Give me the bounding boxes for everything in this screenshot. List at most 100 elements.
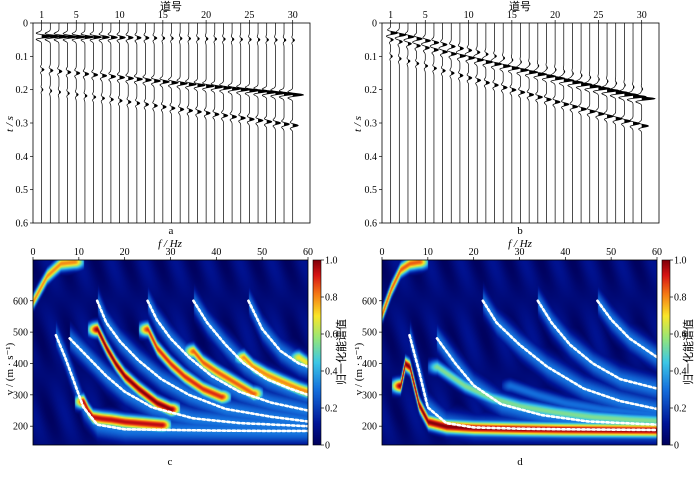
- panel-b-trace-10: [464, 23, 476, 223]
- panel-b-trace-fill-1: [390, 31, 398, 58]
- panel-a-trace-12: [133, 23, 143, 223]
- panel-d-caption: d: [517, 456, 523, 468]
- panel-a-trace-8: [98, 23, 110, 223]
- panel-b-ytick-label-0.1: 0.1: [365, 52, 378, 63]
- panel-b-trace-22: [567, 23, 584, 223]
- panel-a-trace-5: [71, 23, 87, 223]
- panel-a-trace-7: [89, 23, 103, 223]
- panel-c-ytick-label-400: 400: [13, 359, 28, 370]
- panel-a-trace-24: [236, 23, 251, 223]
- panel-a-trace-fill-7: [93, 35, 102, 99]
- panel-a-trace-10: [116, 23, 126, 223]
- panel-a-trace-22: [219, 23, 233, 223]
- panel-a-trace-fill-2: [50, 35, 63, 93]
- panel-c-xlabel: f / Hz: [158, 238, 183, 250]
- panel-c-xtick-label-10: 10: [74, 247, 84, 258]
- panel-a-ylabel: t / s: [4, 116, 16, 132]
- panel-a-caption: a: [169, 225, 174, 237]
- panel-b-trace-25: [592, 23, 611, 223]
- panel-b-ytick-label-0.4: 0.4: [365, 152, 378, 163]
- panel-a-trace-fill-26: [258, 38, 268, 123]
- panel-a-ytick-label-0.1: 0.1: [16, 52, 29, 63]
- panel-b-trace-fill-10: [468, 49, 475, 80]
- panel-c-ytick-label-600: 600: [13, 296, 28, 307]
- panel-b-xtick-label-15: 15: [507, 10, 517, 21]
- panel-d-xtick-label-20: 20: [469, 247, 479, 258]
- panel-c-colorbar-wrap: [313, 260, 321, 445]
- panel-c-cbar-tick-label-0.4: 0.4: [325, 367, 338, 378]
- panel-a-trace-fill-12: [136, 36, 143, 105]
- panel-b-trace-fill-13: [494, 55, 502, 87]
- panel-b-xtick-label-1: 1: [388, 10, 393, 21]
- panel-a-xtick-label-20: 20: [201, 10, 211, 21]
- panel-d-cbar-tick-label-0.6: 0.6: [674, 330, 687, 341]
- panel-b-trace-fill-9: [459, 47, 466, 78]
- panel-a-trace-13: [142, 23, 153, 223]
- panel-c-xtick-label-40: 40: [211, 247, 221, 258]
- panel-a-trace-fill-13: [145, 36, 152, 107]
- panel-b-trace-fill-29: [633, 86, 646, 126]
- panel-a-xtick-label-25: 25: [244, 10, 254, 21]
- panel-a-trace-fill-18: [188, 37, 197, 113]
- panel-c-xtick-label-0: 0: [31, 247, 36, 258]
- panel-a-trace-fill-20: [206, 37, 215, 115]
- panel-a-trace-6: [80, 23, 95, 223]
- panel-b-trace-fill-22: [572, 72, 583, 109]
- panel-b-trace-18: [533, 23, 547, 223]
- panel-a-trace-fill-22: [223, 38, 232, 118]
- panel-d-dispersion-curve-3: [481, 299, 659, 411]
- panel-b-trace-26: [601, 23, 620, 223]
- panel-b-trace-19: [541, 23, 556, 223]
- panel-b-xtick-label-30: 30: [637, 10, 647, 21]
- panel-c-dispersion-curve-4: [146, 299, 310, 412]
- panel-b-xtick-label-5: 5: [423, 10, 428, 21]
- panel-c-ytick-label-300: 300: [13, 390, 28, 401]
- panel-a-trace-29: [278, 23, 296, 223]
- panel-c-cbar-tick-label-1.0: 1.0: [325, 256, 338, 267]
- panel-b-trace-28: [618, 23, 638, 223]
- panel-d-dispersion-curve-5: [596, 299, 659, 359]
- panel-b-trace-12: [482, 23, 494, 223]
- panel-a-ytick-label-0.6: 0.6: [16, 219, 29, 230]
- panel-b-trace-24: [584, 23, 602, 223]
- panel-b-xtick-label-10: 10: [464, 10, 474, 21]
- panel-c-xtick-label-50: 50: [257, 247, 267, 258]
- panel-d-xtick-label-30: 30: [515, 247, 525, 258]
- panel-d-colorbar-frame: [661, 259, 671, 446]
- panel-a-trace-fill-21: [214, 38, 224, 116]
- panel-b-ytick-label-0.3: 0.3: [365, 119, 378, 130]
- panel-b-trace-16: [516, 23, 530, 223]
- panel-a-trace-21: [210, 23, 224, 223]
- panel-a-trace-28: [270, 23, 287, 223]
- panel-d-dispersion-curve-2: [435, 337, 659, 426]
- panel-a-trace-30: [287, 23, 304, 223]
- panel-b-caption: b: [517, 225, 523, 237]
- panel-b-ytick-label-0.6: 0.6: [365, 219, 378, 230]
- panel-a-trace-fill-10: [119, 36, 126, 103]
- panel-d-colorbar-label: 归一化能谱值: [681, 319, 695, 385]
- panel-c-cbar-tick-label-0.2: 0.2: [325, 404, 338, 415]
- panel-b-trace-fill-18: [537, 65, 547, 99]
- panel-b-traces: [386, 22, 656, 223]
- panel-a-trace-fill-15: [162, 37, 170, 109]
- panel-a-trace-fill-19: [197, 37, 205, 114]
- panel-a-trace-fill-5: [76, 35, 86, 97]
- panel-b-trace-fill-25: [598, 78, 610, 116]
- panel-d-cbar-tick-label-1.0: 1.0: [674, 256, 687, 267]
- panel-d-xtick-label-10: 10: [423, 247, 433, 258]
- panel-b-xtick-label-20: 20: [550, 10, 560, 21]
- panel-b-trace-fill-16: [520, 61, 529, 94]
- panel-c-dispersion-curve-3: [95, 299, 310, 423]
- panel-b-trace-fill-3: [407, 35, 415, 63]
- panel-b-trace-fill-21: [563, 70, 574, 107]
- panel-b-trace-20: [550, 23, 566, 223]
- panel-c-xtick-label-20: 20: [120, 247, 130, 258]
- panel-a-trace-2: [44, 23, 64, 223]
- panel-a-trace-4: [62, 23, 78, 223]
- panel-d-cbar-tick-label-0: 0: [674, 441, 679, 452]
- panel-b-trace-fill-20: [555, 68, 565, 104]
- panel-c-cbar-tick-label-0.8: 0.8: [325, 293, 338, 304]
- panel-d-colorbar-wrap: [662, 260, 670, 445]
